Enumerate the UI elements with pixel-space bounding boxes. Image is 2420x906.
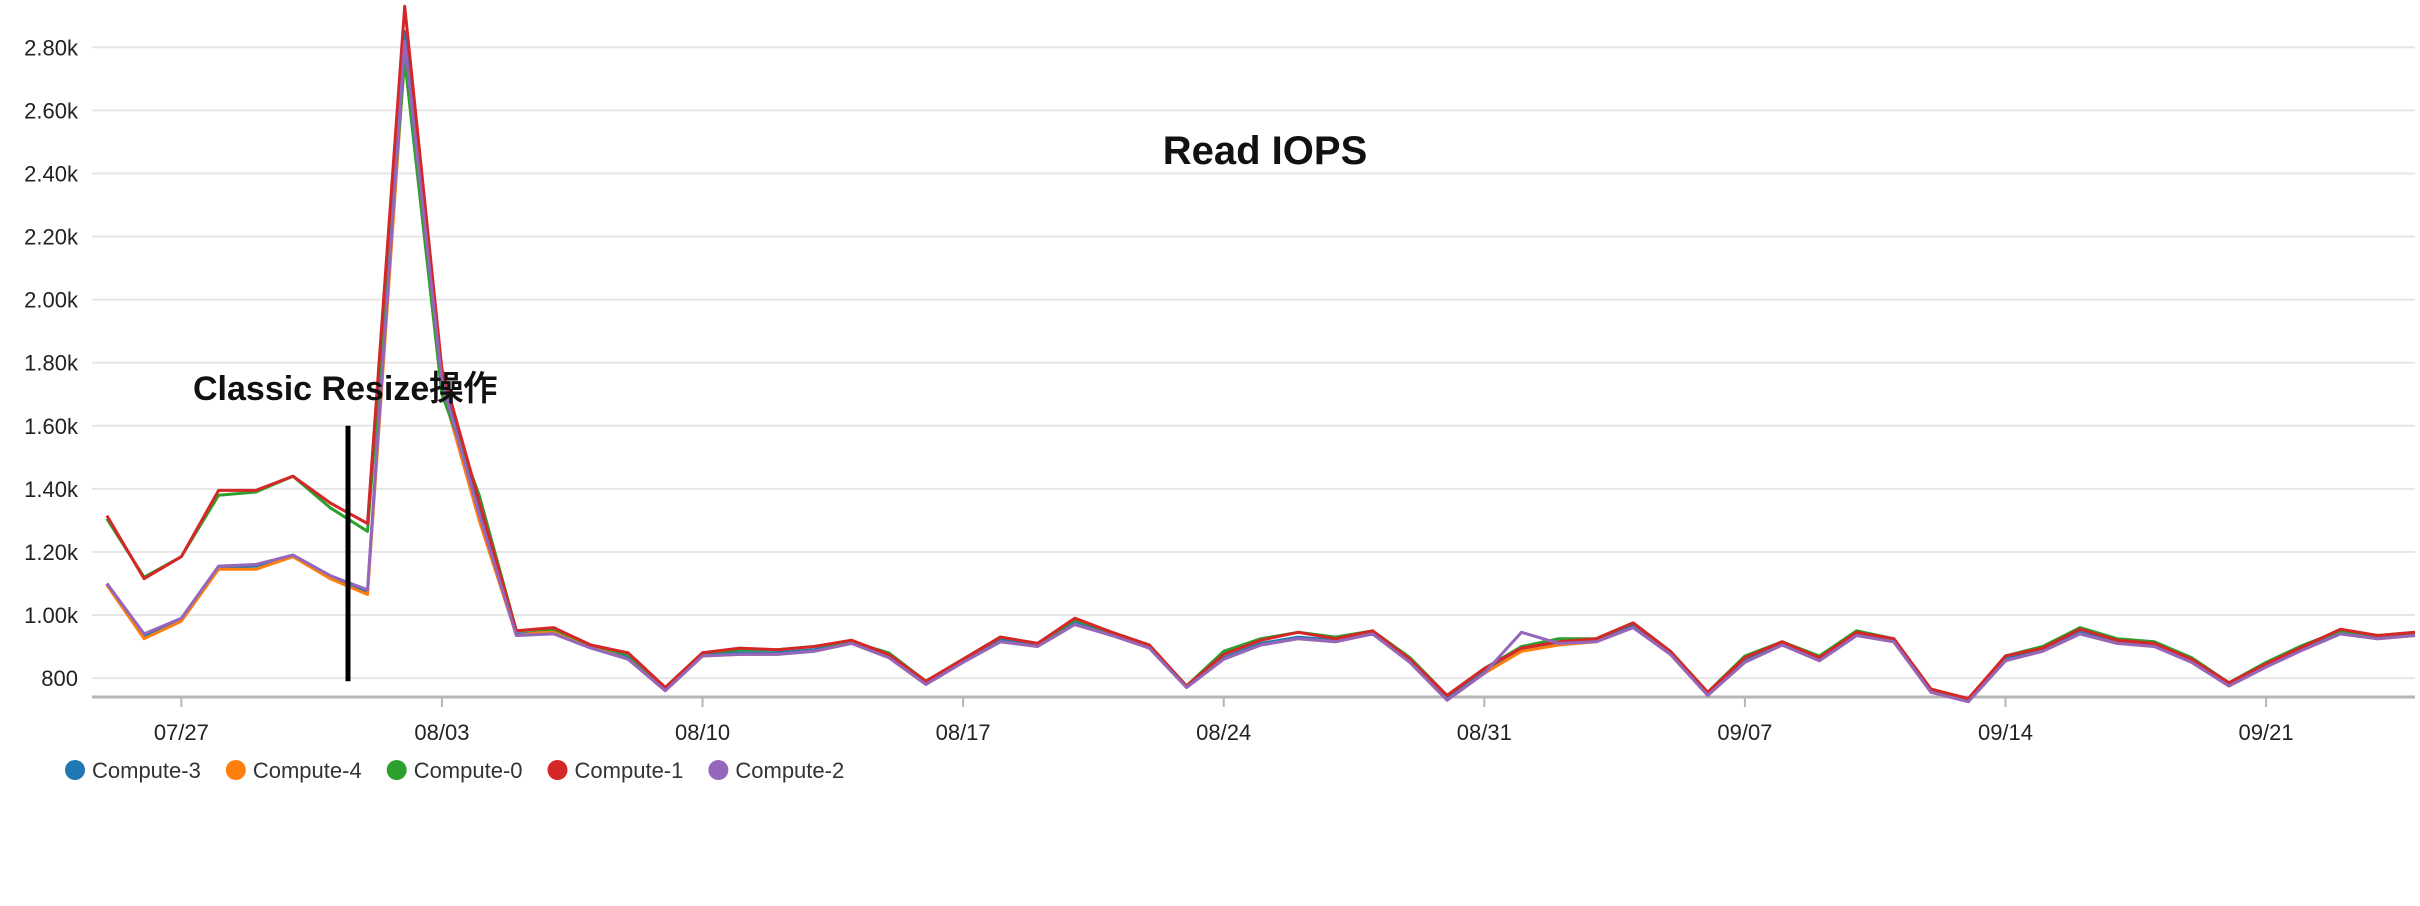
y-tick-label: 1.00k xyxy=(24,603,79,628)
y-tick-label: 1.80k xyxy=(24,351,79,376)
legend-label-compute-0: Compute-0 xyxy=(414,758,523,783)
y-tick-label: 1.20k xyxy=(24,540,79,565)
legend-label-compute-4: Compute-4 xyxy=(253,758,362,783)
legend-swatch-compute-4 xyxy=(225,760,246,780)
y-tick-label: 2.40k xyxy=(24,161,79,186)
annotation-group: Classic Resize操作 xyxy=(193,370,497,682)
x-tick-label: 08/03 xyxy=(414,720,469,745)
legend-swatch-compute-1 xyxy=(547,760,568,780)
x-tick-label: 07/27 xyxy=(154,720,209,745)
x-axis: 07/27 08/03 08/10 08/17 08/24 08/31 09/07 09/14… xyxy=(92,695,2415,745)
legend: Compute-3 Compute-4 Compute-0 Compute-1 Comp… xyxy=(65,758,844,783)
y-tick-label: 2.80k xyxy=(24,35,79,60)
x-tick-label: 09/14 xyxy=(1978,720,2033,745)
annotation-label: Classic Resize操作 xyxy=(193,370,497,408)
y-tick-label: 1.40k xyxy=(24,477,79,502)
legend-label-compute-2: Compute-2 xyxy=(735,758,844,783)
y-tick-label: 2.60k xyxy=(24,98,79,123)
y-tick-label: 2.00k xyxy=(24,288,79,313)
series-line-compute-2 xyxy=(105,39,2416,704)
legend-label-compute-1: Compute-1 xyxy=(575,758,684,783)
y-axis: 800 1.00k 1.20k 1.40k 1.60k 1.80k 2.00k 2.20k 2.… xyxy=(24,35,79,691)
y-tick-label: 800 xyxy=(41,666,78,691)
grid-lines xyxy=(92,46,2415,680)
legend-swatch-compute-0 xyxy=(386,760,407,780)
x-tick-label: 08/24 xyxy=(1196,720,1251,745)
x-tick-label: 08/10 xyxy=(675,720,730,745)
y-tick-label: 1.60k xyxy=(24,414,79,439)
series-line-compute-1 xyxy=(105,4,2416,701)
legend-swatch-compute-2 xyxy=(708,760,729,780)
x-tick-label: 09/07 xyxy=(1717,720,1772,745)
x-tick-label: 08/31 xyxy=(1457,720,1512,745)
x-tick-label: 09/21 xyxy=(2239,720,2294,745)
series-lines xyxy=(105,4,2416,704)
x-tick-label: 08/17 xyxy=(936,720,991,745)
y-tick-label: 2.20k xyxy=(24,225,79,250)
chart-title: Read IOPS xyxy=(1163,129,1368,173)
legend-label-compute-3: Compute-3 xyxy=(92,758,201,783)
legend-swatch-compute-3 xyxy=(65,760,85,780)
